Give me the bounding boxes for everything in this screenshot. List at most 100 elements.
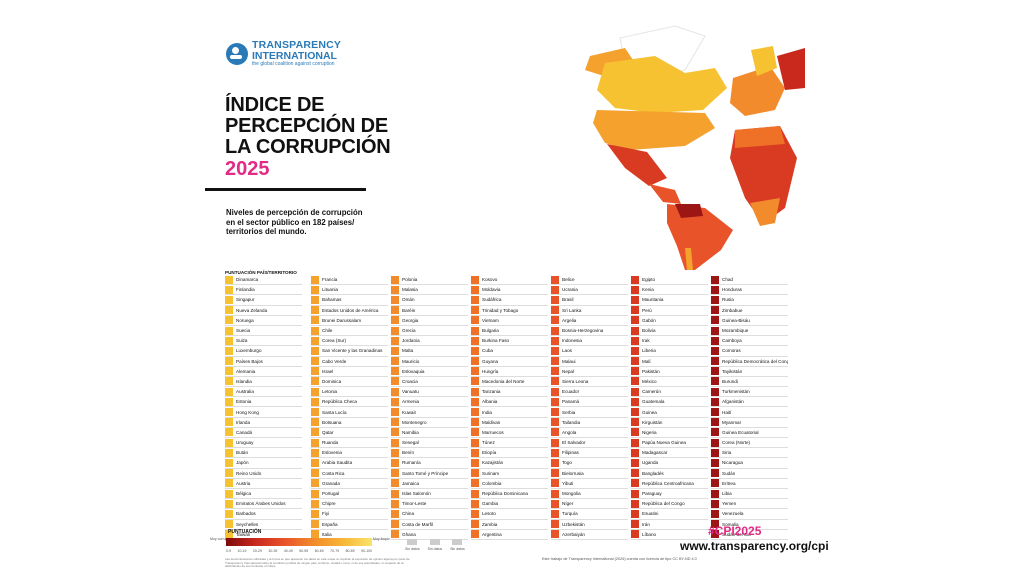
country-name: Noruega	[236, 317, 254, 323]
country-name: Dominica	[322, 378, 342, 384]
score-swatch	[225, 509, 233, 518]
country-name: Singapur	[236, 297, 255, 303]
country-name: Omán	[402, 297, 415, 303]
country-name: Perú	[642, 307, 652, 313]
legend-ticks: 0-9 10-19 20-29 30-39 40-49 50-59 60-69 70-79 80…	[226, 549, 372, 553]
country-name: Azerbaiyán	[562, 531, 585, 537]
score-swatch	[551, 458, 559, 467]
score-swatch	[391, 275, 399, 284]
country-name: Camboya	[722, 338, 742, 344]
country-name: República Checa	[322, 399, 357, 405]
country-name: Portugal	[322, 491, 340, 497]
country-name: Camerún	[642, 389, 661, 395]
country-name: Sudán	[722, 470, 736, 476]
score-swatch	[551, 295, 559, 304]
country-name: Israel	[322, 368, 334, 374]
score-swatch	[631, 397, 639, 406]
score-swatch	[311, 336, 319, 345]
score-swatch	[471, 367, 479, 376]
country-name: Chile	[322, 328, 333, 334]
score-swatch	[311, 316, 319, 325]
country-name: Kazajistán	[482, 460, 504, 466]
score-swatch	[225, 458, 233, 467]
country-name: Uruguay	[236, 440, 254, 446]
score-swatch	[391, 285, 399, 294]
score-swatch	[631, 306, 639, 315]
score-swatch	[551, 509, 559, 518]
map-africa-north	[735, 126, 785, 148]
country-name: Chipre	[322, 501, 336, 507]
table-row: Costa de Marfil	[391, 520, 468, 530]
score-swatch	[311, 275, 319, 284]
map-africa	[730, 126, 797, 224]
table-row: Lituania	[311, 285, 388, 296]
country-name: Uzbekistán	[562, 521, 585, 527]
score-swatch	[225, 326, 233, 335]
score-swatch	[225, 438, 233, 447]
table-row: Afganistán	[711, 397, 788, 408]
no-data-label: Sin datos	[427, 547, 443, 551]
table-row: Montenegro	[391, 418, 468, 428]
table-row: Eslovaquia	[391, 367, 468, 377]
table-row: Nicaragua	[711, 458, 788, 469]
country-name: Benín	[402, 450, 415, 456]
score-swatch	[551, 357, 559, 366]
table-row: República Democrática del Congo	[711, 357, 788, 367]
table-row: Azerbaiyán	[551, 530, 628, 540]
score-swatch	[631, 499, 639, 508]
table-row: Níger	[551, 499, 628, 510]
table-row: Bulgaria	[471, 326, 548, 337]
table-row: Perú	[631, 306, 708, 316]
score-swatch	[225, 448, 233, 457]
table-row: Guinea	[631, 407, 708, 418]
table-row: Reino Unido	[225, 469, 302, 479]
score-swatch	[391, 428, 399, 437]
no-data-swatch	[452, 539, 463, 545]
table-row: Ghana	[391, 530, 468, 540]
table-row: Libia	[711, 489, 788, 500]
table-row: San Vicente y las Granadinas	[311, 346, 388, 357]
country-name: Irlanda	[236, 419, 251, 425]
country-name: Países Bajos	[236, 358, 263, 364]
score-swatch	[711, 387, 719, 396]
table-row: Fiyi	[311, 509, 388, 520]
table-row: Cabo Verde	[311, 357, 388, 367]
score-swatch	[391, 326, 399, 335]
table-row: Belice	[551, 275, 628, 286]
table-row: Siria	[711, 448, 788, 459]
table-row: Omán	[391, 295, 468, 306]
country-name: Bután	[236, 450, 249, 456]
country-name: Sudán del Sur	[722, 531, 752, 537]
score-swatch	[471, 520, 479, 529]
table-row: Comoras	[711, 346, 788, 357]
country-name: Barbados	[236, 511, 256, 517]
country-name: Turquía	[562, 511, 578, 517]
table-row: Luxemburgo	[225, 346, 302, 357]
country-name: Costa de Marfil	[402, 521, 433, 527]
score-swatch	[711, 397, 719, 406]
country-name: Croacia	[402, 378, 418, 384]
table-row: Turkmenistán	[711, 387, 788, 398]
country-name: Islas Salomón	[402, 491, 431, 497]
score-swatch	[391, 377, 399, 386]
country-name: China	[402, 511, 415, 517]
score-swatch	[711, 346, 719, 355]
table-row: Bangladés	[631, 469, 708, 479]
table-row: Israel	[311, 367, 388, 377]
table-row: Guyana	[471, 357, 548, 367]
score-swatch	[471, 499, 479, 508]
table-row: Baréin	[391, 306, 468, 316]
country-name: Nueva Zelanda	[236, 307, 268, 313]
score-swatch	[471, 346, 479, 355]
score-swatch	[551, 336, 559, 345]
score-swatch	[711, 479, 719, 488]
score-swatch	[551, 285, 559, 294]
score-swatch	[631, 458, 639, 467]
cpi-link[interactable]: www.transparency.org/cpi	[680, 539, 829, 553]
score-swatch	[551, 316, 559, 325]
country-name: Qatar	[322, 429, 334, 435]
score-swatch	[551, 448, 559, 457]
country-name: Sudáfrica	[482, 297, 502, 303]
score-swatch	[471, 489, 479, 498]
country-name: Reino Unido	[236, 470, 262, 476]
